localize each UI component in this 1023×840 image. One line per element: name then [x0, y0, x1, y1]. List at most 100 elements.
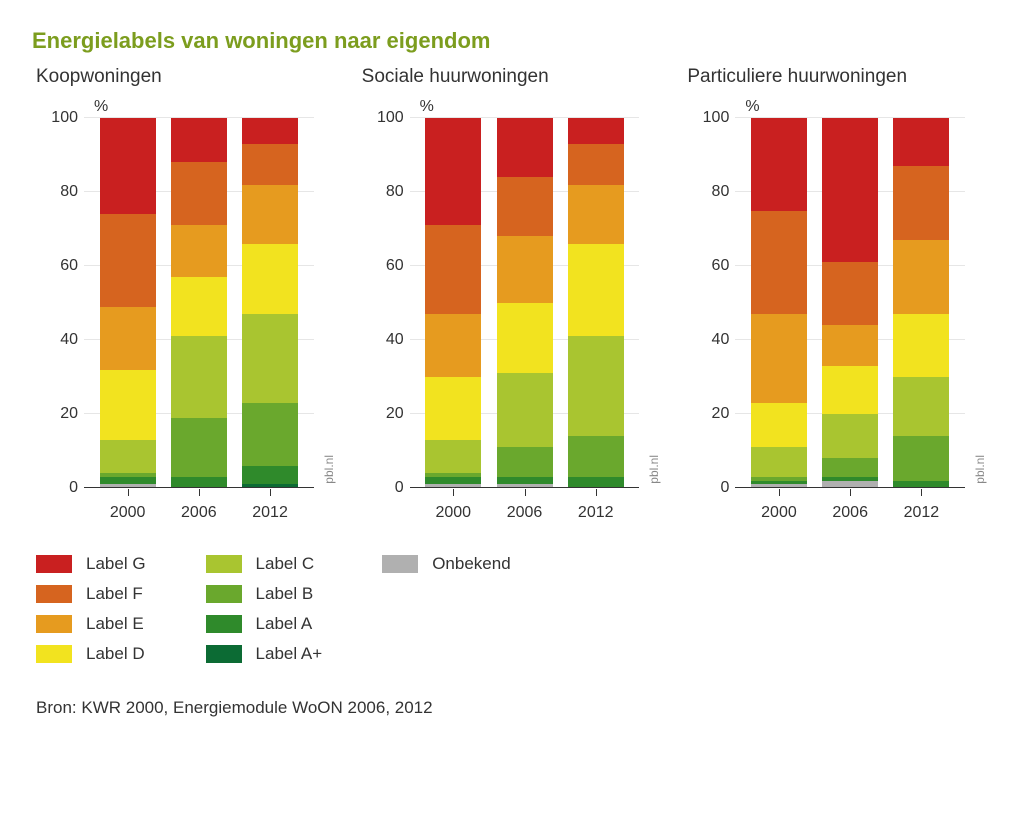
segment	[100, 307, 156, 370]
legend-item: Label F	[36, 584, 146, 604]
legend-item: Label G	[36, 554, 146, 574]
panel-1: Sociale huurwoningen%0204060801002000200…	[358, 66, 666, 518]
x-tick-mark	[270, 489, 271, 496]
segment	[425, 477, 481, 484]
bar: 2006	[171, 118, 227, 488]
segment	[171, 118, 227, 162]
y-tick-label: 80	[366, 183, 404, 201]
segment	[822, 414, 878, 458]
y-tick-label: 80	[40, 183, 78, 201]
legend-item: Onbekend	[382, 554, 510, 574]
segment	[568, 185, 624, 244]
legend-item: Label A	[206, 614, 323, 634]
segment	[425, 440, 481, 473]
panel-2: Particuliere huurwoningen%02040608010020…	[683, 66, 991, 518]
legend-column: Label G Label F Label E Label D	[36, 554, 146, 664]
bar: 2012	[242, 118, 298, 488]
legend-label: Label D	[86, 644, 145, 664]
legend-swatch	[36, 615, 72, 633]
segment	[242, 244, 298, 314]
segment	[171, 336, 227, 417]
y-tick-label: 100	[691, 109, 729, 127]
segment	[100, 214, 156, 307]
legend-label: Label A+	[256, 644, 323, 664]
legend-column: Label C Label B Label A Label A+	[206, 554, 323, 664]
segment	[497, 477, 553, 484]
legend-column: Onbekend	[382, 554, 510, 664]
legend: Label GLabel FLabel ELabel DLabel CLabel…	[36, 554, 991, 664]
segment	[497, 118, 553, 177]
segment	[497, 373, 553, 447]
y-tick-label: 20	[691, 405, 729, 423]
segment	[822, 325, 878, 366]
panel-title: Particuliere huurwoningen	[687, 66, 991, 88]
legend-item: Label D	[36, 644, 146, 664]
bar: 2006	[497, 118, 553, 488]
legend-swatch	[206, 645, 242, 663]
y-tick-label: 60	[40, 257, 78, 275]
y-tick-label: 0	[366, 479, 404, 497]
legend-item: Label A+	[206, 644, 323, 664]
legend-label: Label E	[86, 614, 144, 634]
y-tick-label: 40	[366, 331, 404, 349]
bar: 2012	[568, 118, 624, 488]
y-tick-label: 60	[691, 257, 729, 275]
segment	[751, 314, 807, 403]
x-tick-label: 2006	[507, 504, 543, 522]
segment	[568, 144, 624, 185]
legend-label: Label C	[256, 554, 315, 574]
x-tick-mark	[596, 489, 597, 496]
x-tick-mark	[128, 489, 129, 496]
bar: 2000	[425, 118, 481, 488]
segment	[568, 436, 624, 477]
segment	[893, 118, 949, 166]
plot-area: 020406080100200020062012pbl.nl	[84, 118, 332, 518]
bar: 2006	[822, 118, 878, 488]
legend-item: Label E	[36, 614, 146, 634]
segment	[822, 458, 878, 477]
x-tick-label: 2000	[110, 504, 146, 522]
segment	[822, 366, 878, 414]
y-tick-label: 20	[366, 405, 404, 423]
segment	[425, 377, 481, 440]
legend-swatch	[36, 555, 72, 573]
y-tick-label: 20	[40, 405, 78, 423]
segment	[100, 477, 156, 484]
segment	[497, 177, 553, 236]
segment	[497, 447, 553, 477]
segment	[171, 418, 227, 477]
segment	[171, 225, 227, 277]
segment	[497, 236, 553, 303]
legend-item: Label B	[206, 584, 323, 604]
x-tick-mark	[850, 489, 851, 496]
y-tick-label: 100	[40, 109, 78, 127]
segment	[242, 185, 298, 244]
x-tick-label: 2012	[252, 504, 288, 522]
segment	[751, 447, 807, 477]
x-tick-label: 2012	[904, 504, 940, 522]
segment	[822, 262, 878, 325]
watermark: pbl.nl	[322, 455, 336, 484]
segment	[893, 377, 949, 436]
x-tick-mark	[921, 489, 922, 496]
legend-swatch	[36, 585, 72, 603]
legend-swatch	[206, 615, 242, 633]
segment	[893, 436, 949, 480]
legend-label: Onbekend	[432, 554, 510, 574]
panels-row: Koopwoningen%020406080100200020062012pbl…	[32, 66, 991, 518]
legend-swatch	[36, 645, 72, 663]
segment	[893, 166, 949, 240]
bar: 2000	[100, 118, 156, 488]
segment	[568, 118, 624, 144]
panel-0: Koopwoningen%020406080100200020062012pbl…	[32, 66, 340, 518]
segment	[425, 118, 481, 225]
y-tick-label: 0	[40, 479, 78, 497]
chart-title: Energielabels van woningen naar eigendom	[32, 28, 991, 54]
segment	[568, 336, 624, 436]
plot-area: 020406080100200020062012pbl.nl	[410, 118, 658, 518]
legend-item: Label C	[206, 554, 323, 574]
legend-label: Label G	[86, 554, 146, 574]
x-tick-label: 2012	[578, 504, 614, 522]
segment	[751, 211, 807, 315]
segment	[100, 118, 156, 214]
